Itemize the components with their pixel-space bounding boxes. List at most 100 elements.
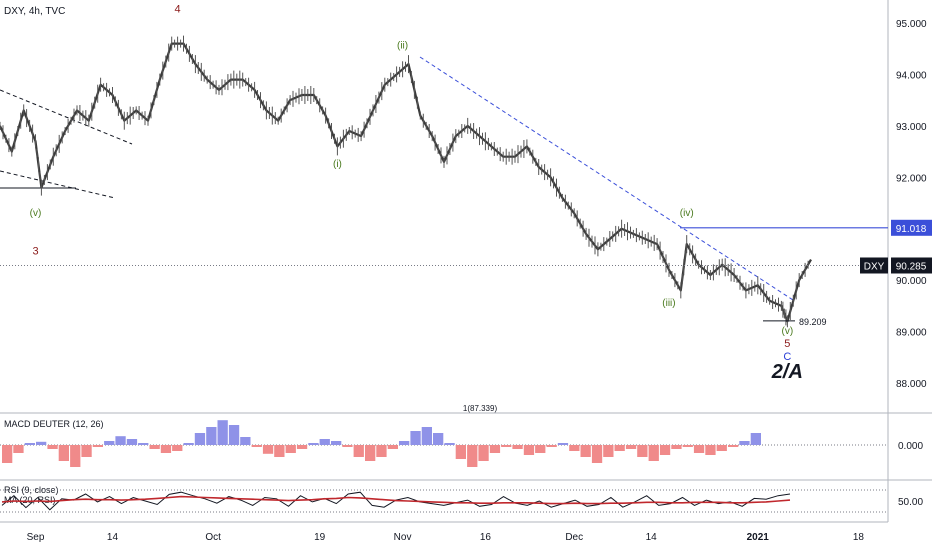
time-tick-label: 18: [853, 532, 865, 543]
macd-bar: [467, 445, 478, 467]
macd-bar: [251, 445, 262, 447]
macd-bar: [387, 445, 398, 449]
wave-label: (ii): [397, 41, 408, 52]
macd-bar: [36, 441, 47, 445]
rsi-ma-line: [1, 495, 791, 505]
macd-histogram[interactable]: [2, 420, 761, 467]
resistance-price-label: 91.018: [896, 224, 927, 235]
macd-bar: [659, 445, 671, 455]
macd-bar: [580, 445, 591, 457]
resistance-price-badge[interactable]: 91.018: [891, 219, 932, 236]
macd-bar: [399, 441, 410, 445]
footnote-label: 1(87.339): [463, 404, 498, 413]
macd-bar: [523, 445, 535, 455]
macd-bar: [24, 443, 35, 445]
wave-label: (v): [782, 326, 794, 337]
macd-bar: [569, 445, 580, 451]
macd-bar: [535, 445, 546, 453]
macd-bar: [104, 441, 115, 445]
price-series[interactable]: [0, 35, 812, 328]
rsi-axis-label: 50.00: [898, 497, 923, 508]
macd-legend[interactable]: MACD DEUTER (12, 26): [4, 419, 104, 429]
macd-bar: [342, 445, 353, 447]
time-tick-label: Nov: [394, 532, 412, 543]
wave-label: (iv): [680, 208, 694, 219]
wave-label: 4: [175, 4, 181, 16]
wave-label: (v): [30, 208, 42, 219]
macd-bar: [126, 439, 138, 445]
macd-bar: [353, 445, 364, 457]
price-tick-label: 93.000: [896, 122, 927, 133]
macd-bar: [172, 445, 183, 451]
macd-bar: [2, 445, 13, 463]
time-tick-label: Dec: [565, 532, 583, 543]
macd-bar: [693, 445, 705, 453]
macd-bar: [274, 445, 285, 457]
macd-bar: [194, 433, 206, 445]
rsi-legend[interactable]: RSI (9, close): [4, 485, 59, 495]
macd-bar: [319, 439, 330, 445]
time-tick-label: 2021: [747, 532, 770, 543]
macd-bar: [47, 445, 58, 449]
macd-bar: [262, 445, 274, 454]
macd-bar: [138, 443, 149, 445]
macd-bar: [217, 420, 228, 445]
macd-bar: [489, 445, 501, 453]
macd-bar: [70, 445, 81, 467]
last-price-value: 90.285: [896, 261, 927, 272]
trendlines[interactable]: [0, 56, 794, 301]
time-tick-label: 16: [480, 532, 492, 543]
macd-bar: [240, 437, 251, 445]
wedge-lower-line[interactable]: [0, 170, 116, 199]
wave-label: (i): [333, 159, 342, 170]
time-tick-label: 19: [314, 532, 326, 543]
macd-bar: [81, 445, 92, 457]
macd-bar: [637, 445, 648, 457]
rsi-ma-legend[interactable]: MA (20, RSI): [4, 495, 56, 505]
price-tick-label: 90.000: [896, 276, 927, 287]
wedge-upper-line[interactable]: [0, 89, 133, 145]
macd-bar: [285, 445, 296, 453]
price-tick-label: 89.000: [896, 328, 927, 339]
macd-bar: [308, 443, 319, 445]
macd-bar: [115, 436, 126, 445]
macd-bar: [625, 445, 637, 449]
macd-bar: [13, 445, 24, 453]
macd-bar: [149, 445, 160, 449]
macd-bar: [331, 441, 342, 445]
symbol-info[interactable]: DXY, 4h, TVC: [4, 6, 65, 17]
time-tick-label: 14: [646, 532, 658, 543]
last-price-badge[interactable]: DXY 90.285: [860, 257, 932, 274]
macd-bar: [160, 445, 172, 453]
macd-bar: [376, 445, 387, 457]
wave-label: 2/A: [771, 361, 803, 383]
macd-bar: [546, 445, 557, 447]
time-tick-label: Sep: [27, 532, 45, 543]
macd-bar: [296, 445, 308, 449]
price-tick-label: 92.000: [896, 173, 927, 184]
macd-bar: [557, 443, 569, 445]
macd-bar: [591, 445, 603, 463]
time-axis[interactable]: Sep 14 Oct 19 Nov 16 Dec 14 2021 18: [27, 532, 865, 543]
macd-bar: [92, 445, 103, 447]
price-tick-label: 95.000: [896, 19, 927, 30]
time-tick-label: Oct: [205, 532, 221, 543]
price-tick-label: 94.000: [896, 70, 927, 81]
rsi-lines[interactable]: [1, 491, 791, 511]
time-tick-label: 14: [107, 532, 119, 543]
macd-bar: [739, 441, 750, 445]
macd-axis-label: 0.000: [898, 441, 923, 452]
wave-label: 3: [32, 245, 38, 257]
macd-bar: [206, 427, 217, 445]
macd-bar: [444, 443, 455, 445]
macd-bar: [365, 445, 376, 461]
wave-label: C: [783, 351, 791, 363]
macd-bar: [228, 425, 240, 445]
macd-bar: [421, 427, 432, 445]
macd-bar: [705, 445, 716, 455]
last-price-symbol: DXY: [864, 261, 885, 272]
macd-bar: [671, 445, 682, 449]
